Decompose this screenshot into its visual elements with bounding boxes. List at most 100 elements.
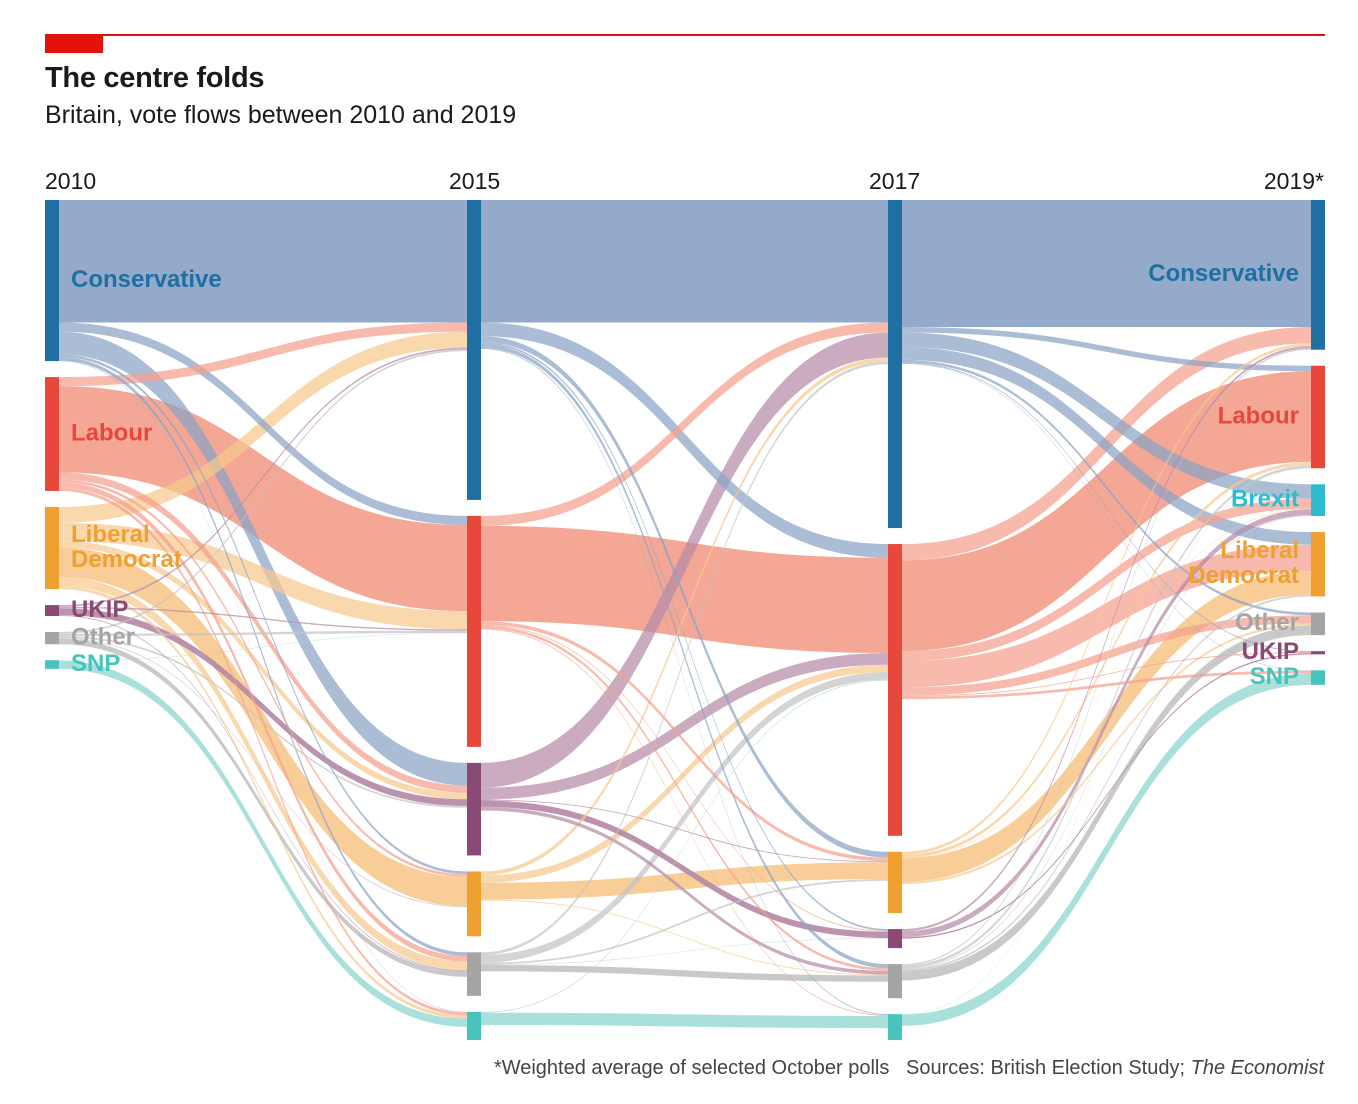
node-2019-con <box>1311 200 1325 350</box>
top-rule <box>45 34 1325 36</box>
labels: ConservativeLabourLiberalDemocratUKIPOth… <box>71 260 1299 690</box>
node-2010-snp <box>45 660 59 669</box>
flow-2010-other-to-lab <box>59 630 467 637</box>
flow-2015-snp-to-lab <box>481 679 888 1013</box>
flow-2010-ld-to-ld <box>59 547 467 907</box>
flow-2017-con-to-lab <box>902 327 1311 372</box>
flow-2017-ld-to-other <box>902 623 1311 885</box>
flow-2017-con-to-snp <box>902 363 1311 671</box>
flow-2017-lab-to-other <box>902 615 1311 696</box>
flow-2015-other-to-ld <box>481 879 888 965</box>
flow-2015-lab-to-snp <box>481 628 888 1016</box>
flow-2017-other-to-ld <box>902 594 1311 971</box>
flow-2010-ukip-to-lab <box>59 606 467 631</box>
flow-2010-ld-to-ukip <box>59 540 467 800</box>
flow-2015-ukip-to-con <box>481 332 888 788</box>
flow-2017-ld-to-brexit <box>902 508 1311 859</box>
flow-2017-ld-to-con <box>902 343 1311 855</box>
node-2019-ld <box>1311 532 1325 597</box>
flow-2010-con-to-ukip <box>59 331 467 786</box>
flow-2010-con-to-ld <box>59 354 467 875</box>
flow-2015-ukip-to-ukip <box>481 800 888 939</box>
flow-2017-other-to-con <box>902 348 1311 966</box>
flow-2010-ukip-to-ukip <box>59 608 467 806</box>
node-2019-other <box>1311 612 1325 636</box>
flow-2017-lab-to-snp <box>902 670 1311 700</box>
flow-2017-snp-to-lab <box>902 467 1311 1015</box>
chart-title: The centre folds <box>45 62 265 94</box>
flow-2017-lab-to-brexit <box>902 498 1311 662</box>
label-2019-con: Conservative <box>1148 260 1299 287</box>
label-2010-ld-line-2: Democrat <box>71 546 182 573</box>
flow-2010-lab-to-con <box>59 322 467 387</box>
flow-2015-snp-to-snp <box>481 1012 888 1029</box>
label-2019-snp: SNP <box>1250 663 1299 690</box>
label-2010-ukip: UKIP <box>71 596 128 623</box>
flow-2010-other-to-ld <box>59 637 467 908</box>
flow-2017-ukip-to-brexit <box>902 509 1311 938</box>
flow-2017-lab-to-lab <box>902 371 1311 652</box>
flow-2010-lab-to-snp <box>59 487 467 1016</box>
node-2010-other <box>45 631 59 645</box>
flow-2017-other-to-other <box>902 625 1311 981</box>
flow-2010-con-to-con <box>59 200 467 323</box>
node-2015-ld <box>467 871 481 937</box>
node-2017-lab <box>888 544 902 836</box>
node-2019-ukip <box>1311 651 1325 655</box>
column-label-2019: 2019* <box>1263 168 1324 194</box>
node-2010-lab <box>45 377 59 491</box>
node-2015-lab <box>467 515 481 747</box>
flow-2015-con-to-con <box>481 200 888 323</box>
node-2015-con <box>467 200 481 500</box>
label-2019-lab: Labour <box>1218 402 1299 429</box>
flow-2010-other-to-con <box>59 349 467 634</box>
flow-2015-ukip-to-ld <box>481 799 888 863</box>
label-2019-other: Other <box>1235 609 1299 636</box>
node-2010-ld <box>45 506 59 590</box>
flow-2015-lab-to-con <box>481 322 888 526</box>
flow-2010-ld-to-snp <box>59 585 467 1019</box>
flow-2017-other-to-lab <box>902 465 1311 969</box>
flow-2017-con-to-brexit <box>902 332 1311 499</box>
flow-2015-other-to-other <box>481 965 888 982</box>
label-2010-con: Conservative <box>71 266 222 293</box>
flows <box>59 200 1311 1029</box>
label-2010-ld-line-1: Liberal <box>71 521 150 548</box>
flow-2015-con-to-lab <box>481 322 888 558</box>
chart-subtitle: Britain, vote flows between 2010 and 201… <box>45 101 517 129</box>
label-2019-ld-line-1: Liberal <box>1220 537 1299 564</box>
label-2019-ld-line-2: Democrat <box>1188 562 1299 589</box>
flow-2017-con-to-ukip <box>902 362 1311 653</box>
flow-2015-ld-to-lab <box>481 664 888 883</box>
flow-2015-lab-to-other <box>481 625 888 971</box>
footnote-sources: Sources: British Election Study; <box>906 1057 1191 1079</box>
node-2015-other <box>467 952 481 996</box>
flow-2010-con-to-snp <box>59 360 467 1013</box>
footnote: *Weighted average of selected October po… <box>494 1057 1324 1080</box>
node-2017-ukip <box>888 929 902 949</box>
label-2010-other: Other <box>71 623 135 650</box>
flow-2017-snp-to-snp <box>902 673 1311 1026</box>
flow-2015-other-to-con <box>481 361 888 956</box>
node-2017-ld <box>888 851 902 914</box>
flow-2010-ukip-to-con <box>59 347 467 607</box>
node-2015-snp <box>467 1011 481 1040</box>
node-2019-snp <box>1311 670 1325 685</box>
flow-2017-ukip-to-con <box>902 346 1311 932</box>
flow-2010-other-to-ukip <box>59 636 467 808</box>
flow-2015-con-to-ld <box>481 336 888 858</box>
flow-2010-other-to-other <box>59 638 467 977</box>
footnote-publication: The Economist <box>1190 1057 1324 1079</box>
node-2010-ukip <box>45 605 59 616</box>
label-2010-snp: SNP <box>71 650 120 677</box>
column-label-2015: 2015 <box>449 168 501 194</box>
flow-2010-snp-to-lab <box>59 632 467 661</box>
flow-2017-ld-to-lab <box>902 461 1311 858</box>
node-2010-con <box>45 200 59 362</box>
flow-2017-lab-to-ukip <box>902 652 1311 697</box>
footnote-note: *Weighted average of selected October po… <box>493 1057 890 1079</box>
flow-2017-con-to-ld <box>902 347 1311 545</box>
flow-2015-con-to-other <box>481 343 888 969</box>
flow-2010-ld-to-other <box>59 576 467 971</box>
